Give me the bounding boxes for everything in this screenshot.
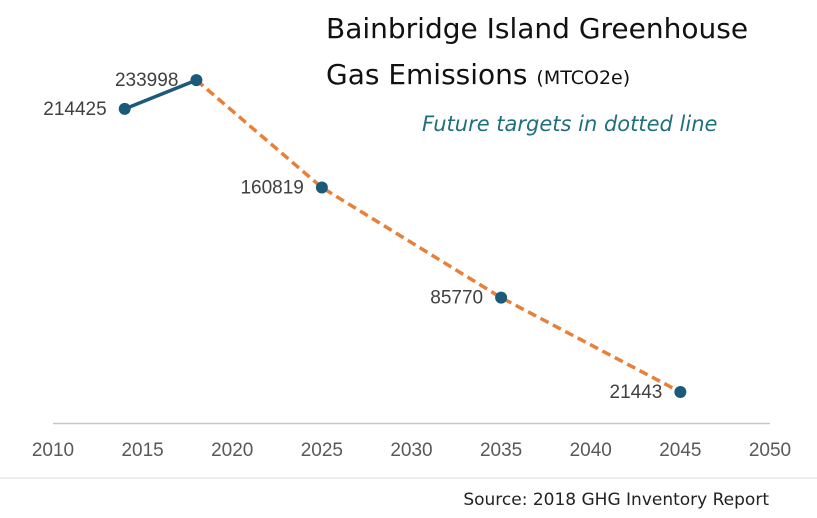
x-tick-label: 2015 <box>121 440 163 461</box>
x-tick-label: 2050 <box>749 440 791 461</box>
annotation: Future targets in dotted line <box>422 112 718 136</box>
marker <box>495 291 508 304</box>
x-tick-label: 2035 <box>480 440 522 461</box>
data-label: 21443 <box>610 382 663 403</box>
x-tick-label: 2010 <box>32 440 74 461</box>
x-tick-label: 2020 <box>211 440 253 461</box>
marker <box>315 181 328 194</box>
x-tick-label: 2045 <box>659 440 701 461</box>
data-label: 233998 <box>115 70 178 91</box>
line <box>124 78 198 111</box>
x-tick-label: 2025 <box>301 440 343 461</box>
source: Source: 2018 GHG Inventory Report <box>463 490 769 510</box>
chart-title: Bainbridge Island Greenhouse Gas Emissio… <box>326 12 749 91</box>
x-tick-label: 2030 <box>390 440 432 461</box>
data-label: 85770 <box>430 288 483 309</box>
data-label: 160819 <box>240 178 303 199</box>
marker <box>674 386 687 399</box>
line <box>195 78 682 394</box>
units: (MTCO2e) <box>536 67 631 89</box>
marker <box>190 74 203 87</box>
x-tick-label: 2040 <box>570 440 612 461</box>
chart-title-block: Bainbridge Island Greenhouse Gas Emissio… <box>326 6 806 101</box>
marker <box>118 102 131 115</box>
data-label: 214425 <box>43 99 106 120</box>
